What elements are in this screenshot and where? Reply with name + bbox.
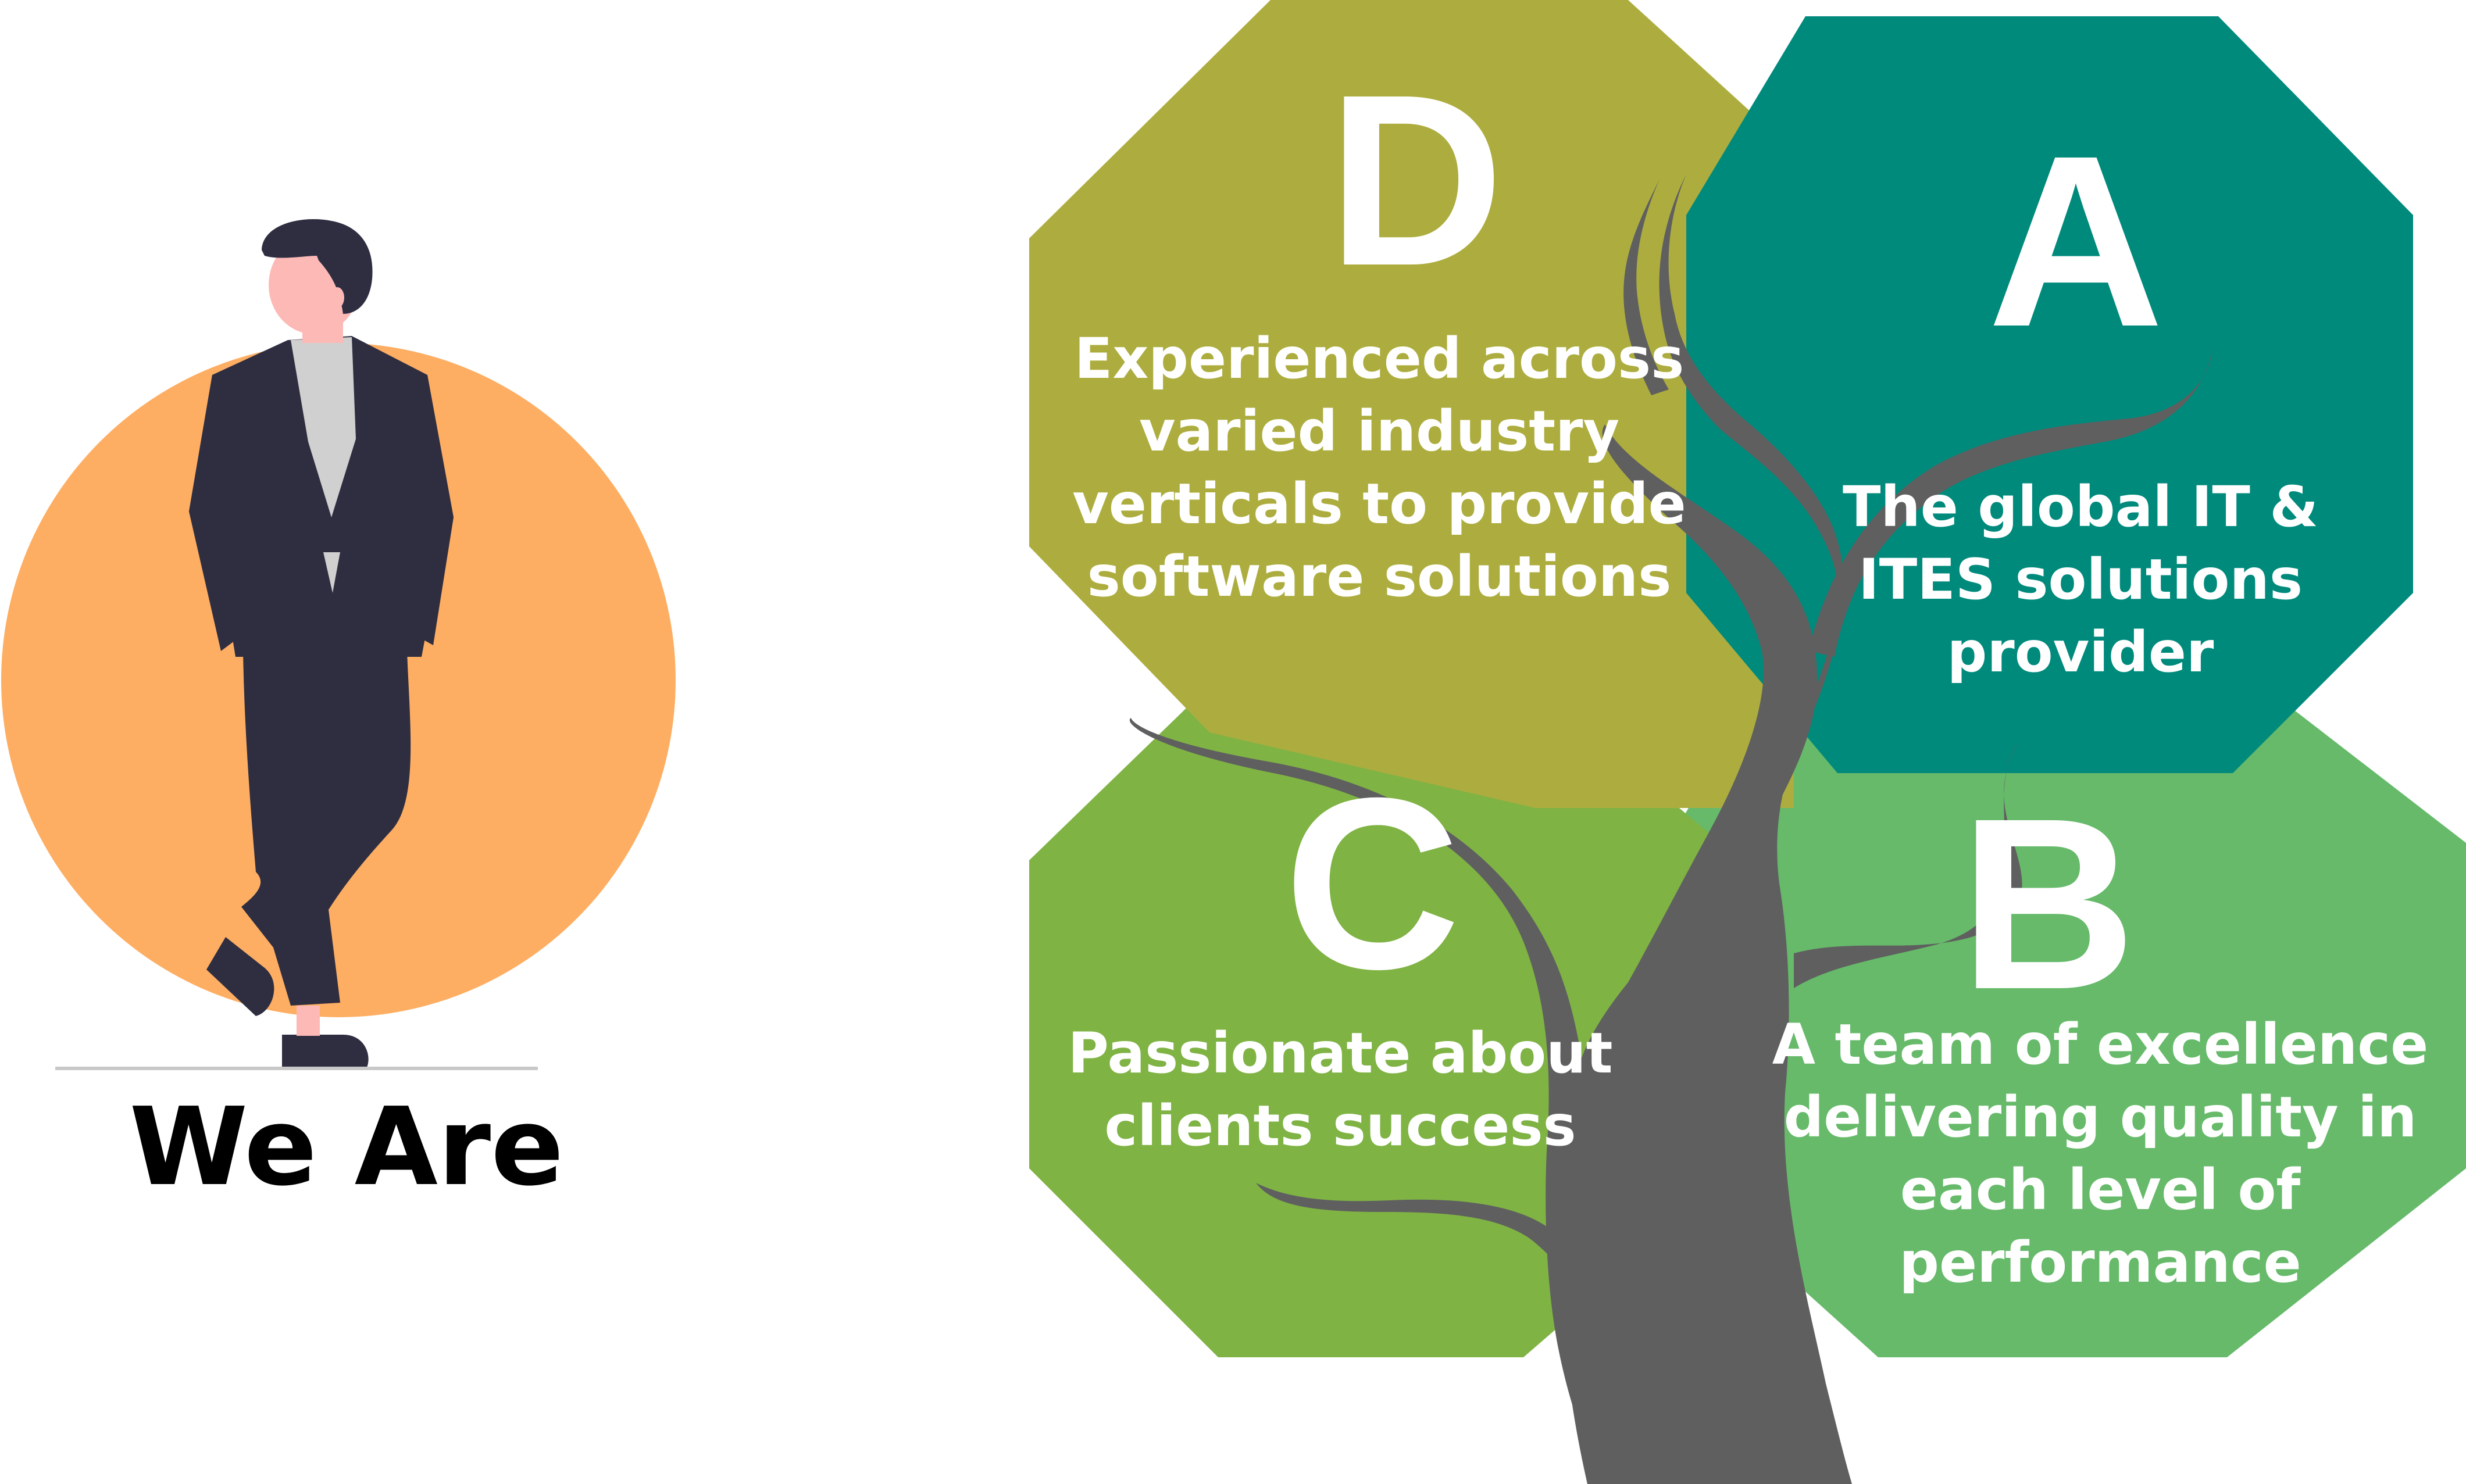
- octagon-d: [1029, 0, 1794, 808]
- ankle: [297, 1006, 320, 1036]
- branch-c: [1256, 1183, 1622, 1325]
- hair: [262, 219, 373, 314]
- trousers: [241, 651, 411, 1006]
- letter-b: B: [1960, 768, 2136, 1040]
- we-are-caption: We Are: [129, 1084, 563, 1210]
- quadrant-descriptions: Experienced across varied industry vertica…: [1068, 326, 2429, 1295]
- letter-a: A: [1987, 105, 2164, 378]
- shirt-tip: [323, 552, 340, 593]
- desc-b-line-1: A team of excellence: [1772, 1012, 2428, 1077]
- desc-d-line-4: software solutions: [1087, 544, 1672, 609]
- branch-b: [1794, 744, 2022, 988]
- desc-c-line-2: clients success: [1104, 1093, 1576, 1158]
- letter-c: C: [1284, 748, 1460, 1020]
- right-shoe: [282, 1035, 369, 1068]
- left-shoe: [206, 937, 274, 1016]
- right-arm: [407, 375, 454, 645]
- tree-main-trunk: [1562, 174, 1852, 1484]
- desc-a-line-1: The global IT &: [1843, 474, 2318, 539]
- ear: [330, 287, 344, 308]
- branch-a: [1808, 349, 2212, 657]
- jacket: [189, 336, 454, 657]
- shirt: [291, 337, 356, 517]
- desc-a-line-2: ITES solutions: [1858, 547, 2303, 612]
- desc-b-line-3: each level of: [1900, 1157, 2301, 1222]
- branch-d: [1623, 171, 1669, 395]
- left-arm: [189, 375, 244, 651]
- person-illustration: [1, 219, 676, 1068]
- desc-d-line-2: varied industry: [1139, 399, 1619, 464]
- octagon-b: [1669, 663, 2466, 1357]
- desc-b-line-2: delivering quality in: [1784, 1085, 2417, 1150]
- octagon-tree-diagram: [1029, 0, 2466, 1484]
- desc-d-line-1: Experienced across: [1075, 326, 1684, 391]
- desc-c-line-1: Passionate about: [1068, 1021, 1613, 1086]
- quadrant-letters: D A C B: [1284, 44, 2164, 1040]
- desc-d-line-3: verticals to provide: [1072, 471, 1686, 537]
- letter-d: D: [1327, 44, 1504, 317]
- desc-a-line-3: provider: [1947, 620, 2214, 685]
- desc-b-line-4: performance: [1899, 1230, 2301, 1295]
- octagon-a: [1686, 16, 2413, 773]
